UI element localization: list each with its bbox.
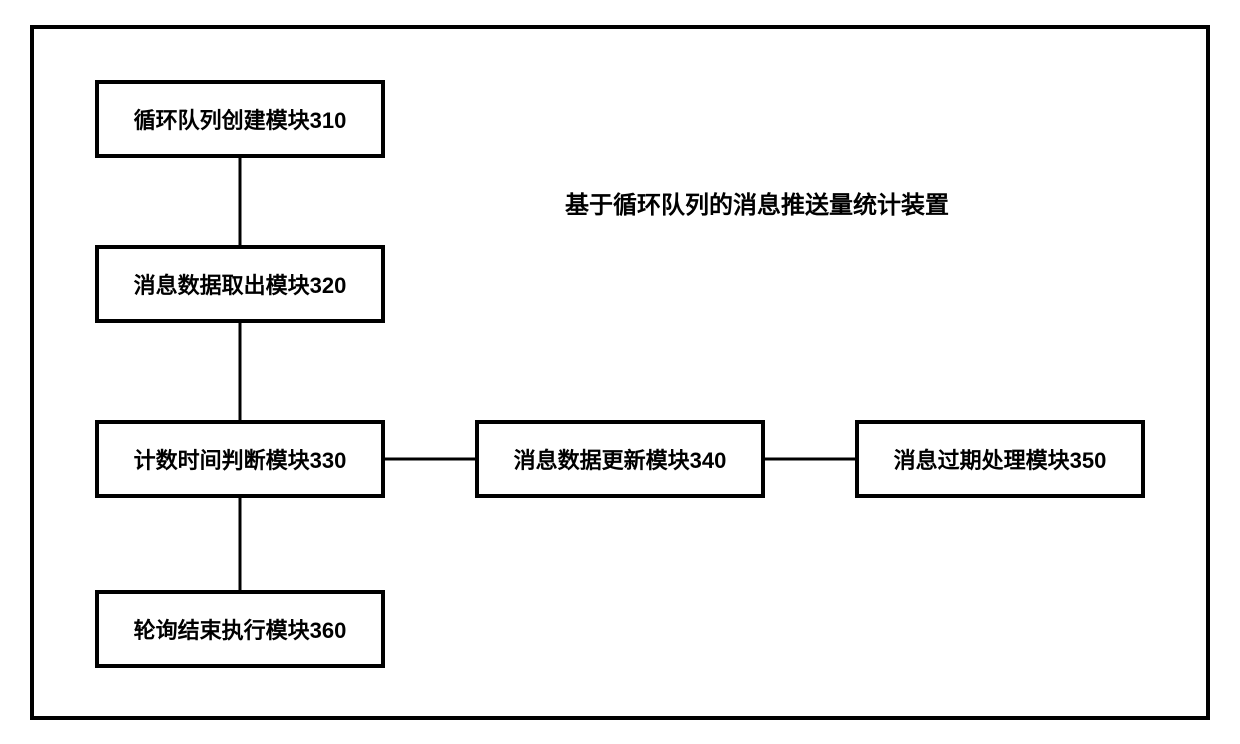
node-350: 消息过期处理模块350: [855, 420, 1145, 498]
node-320-label: 消息数据取出模块320: [134, 268, 347, 300]
node-340: 消息数据更新模块340: [475, 420, 765, 498]
node-310-label: 循环队列创建模块310: [134, 103, 347, 135]
node-340-label: 消息数据更新模块340: [514, 443, 727, 475]
node-350-label: 消息过期处理模块350: [894, 443, 1107, 475]
node-360: 轮询结束执行模块360: [95, 590, 385, 668]
node-330: 计数时间判断模块330: [95, 420, 385, 498]
node-310: 循环队列创建模块310: [95, 80, 385, 158]
diagram-title: 基于循环队列的消息推送量统计装置: [565, 185, 949, 220]
node-360-label: 轮询结束执行模块360: [134, 613, 347, 645]
node-330-label: 计数时间判断模块330: [134, 443, 347, 475]
node-320: 消息数据取出模块320: [95, 245, 385, 323]
